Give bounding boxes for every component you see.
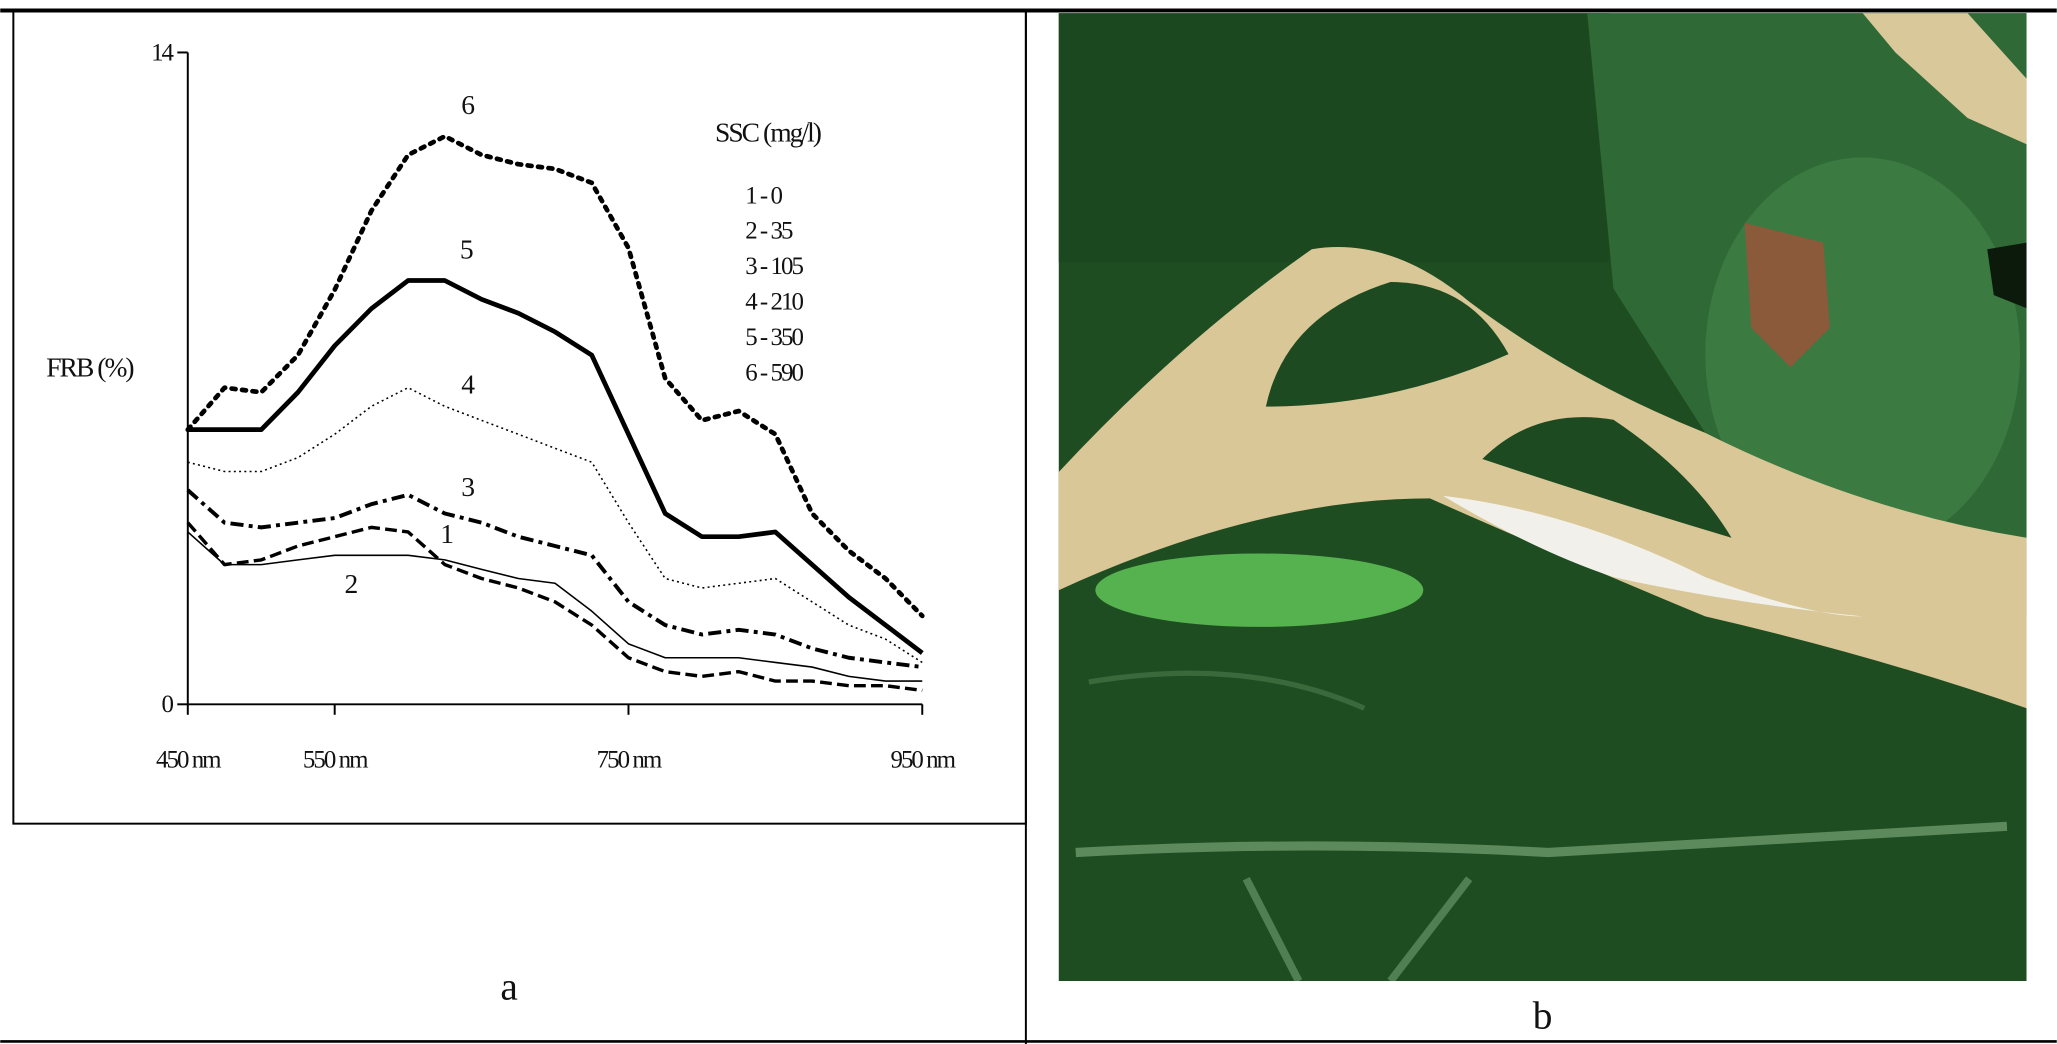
series-line — [188, 532, 922, 681]
y-tick-label: 0 — [162, 691, 174, 718]
series-line — [188, 388, 922, 663]
x-tick-label: 750 nm — [597, 746, 662, 773]
curve-label: 3 — [461, 471, 474, 502]
legend-entry: 2 - 35 — [745, 218, 793, 245]
legend-entry: 4 - 210 — [745, 289, 803, 316]
curve-label: 4 — [461, 368, 475, 399]
page: {"chart_data": {"type": "line", "y_label… — [0, 0, 2057, 1044]
curve-label: 2 — [345, 568, 358, 599]
satellite-image — [1059, 13, 2027, 981]
curve-label: 5 — [460, 233, 473, 264]
figure: FRB (%) SSC (mg/l) a b 014450 nm550 nm75… — [0, 0, 2057, 1044]
x-tick-label: 450 nm — [156, 746, 221, 773]
legend-entry: 1 - 0 — [745, 182, 782, 209]
series-line — [188, 281, 922, 653]
legend-entry: 6 - 590 — [745, 359, 803, 386]
x-tick-label: 550 nm — [303, 746, 368, 773]
y-tick-label: 14 — [151, 39, 174, 66]
caption: a — [500, 964, 517, 1008]
legend-entry: 3 - 105 — [745, 253, 803, 280]
caption: b — [1533, 993, 1553, 1037]
series-line — [188, 136, 922, 616]
curve-label: 1 — [440, 518, 453, 549]
x-tick-label: 950 nm — [890, 746, 955, 773]
legend-title: SSC (mg/l) — [715, 117, 821, 148]
y-axis-label: FRB (%) — [46, 351, 133, 382]
legend-entry: 5 - 350 — [745, 324, 803, 351]
curve-label: 6 — [461, 89, 474, 120]
